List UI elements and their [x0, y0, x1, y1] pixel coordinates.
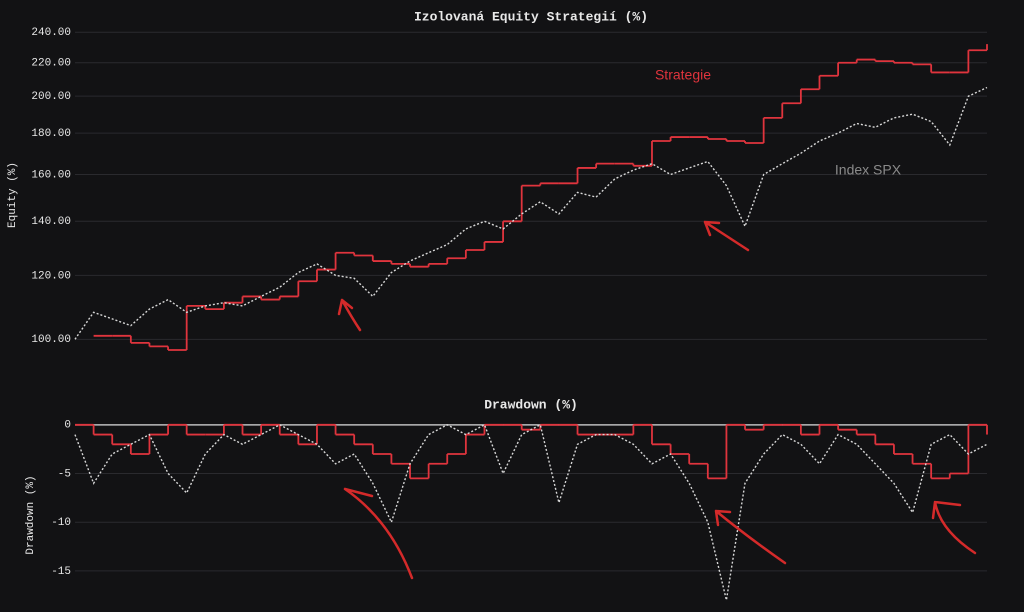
- y-tick-label: 100.00: [31, 334, 71, 346]
- y-tick-label: 180.00: [31, 128, 71, 140]
- arrow: [703, 220, 750, 252]
- y-tick-label: -5: [58, 468, 71, 480]
- y-tick-label: 200.00: [31, 91, 71, 103]
- series-label: Strategie: [655, 67, 711, 83]
- arrow: [337, 298, 362, 332]
- arrow: [931, 500, 977, 555]
- y-tick-label: 120.00: [31, 270, 71, 282]
- y-tick-label: 0: [64, 420, 71, 432]
- line-series: [74, 86, 988, 340]
- y-axis-title: Equity (%): [7, 162, 19, 228]
- annotation-arrows: [337, 220, 977, 580]
- chart-title: Drawdown (%): [484, 397, 578, 412]
- y-tick-label: 140.00: [31, 216, 71, 228]
- series-label: Index SPX: [835, 162, 902, 178]
- y-tick-label: 240.00: [31, 27, 71, 39]
- y-tick-label: 220.00: [31, 58, 71, 70]
- line-series: [74, 423, 988, 601]
- y-axis-title: Drawdown (%): [25, 475, 37, 554]
- arrow: [714, 509, 787, 565]
- arrow: [343, 487, 414, 580]
- y-tick-label: -10: [51, 517, 71, 529]
- chart-title: Izolovaná Equity Strategií (%): [414, 9, 648, 24]
- y-tick-label: -15: [51, 566, 71, 578]
- y-tick-label: 160.00: [31, 169, 71, 181]
